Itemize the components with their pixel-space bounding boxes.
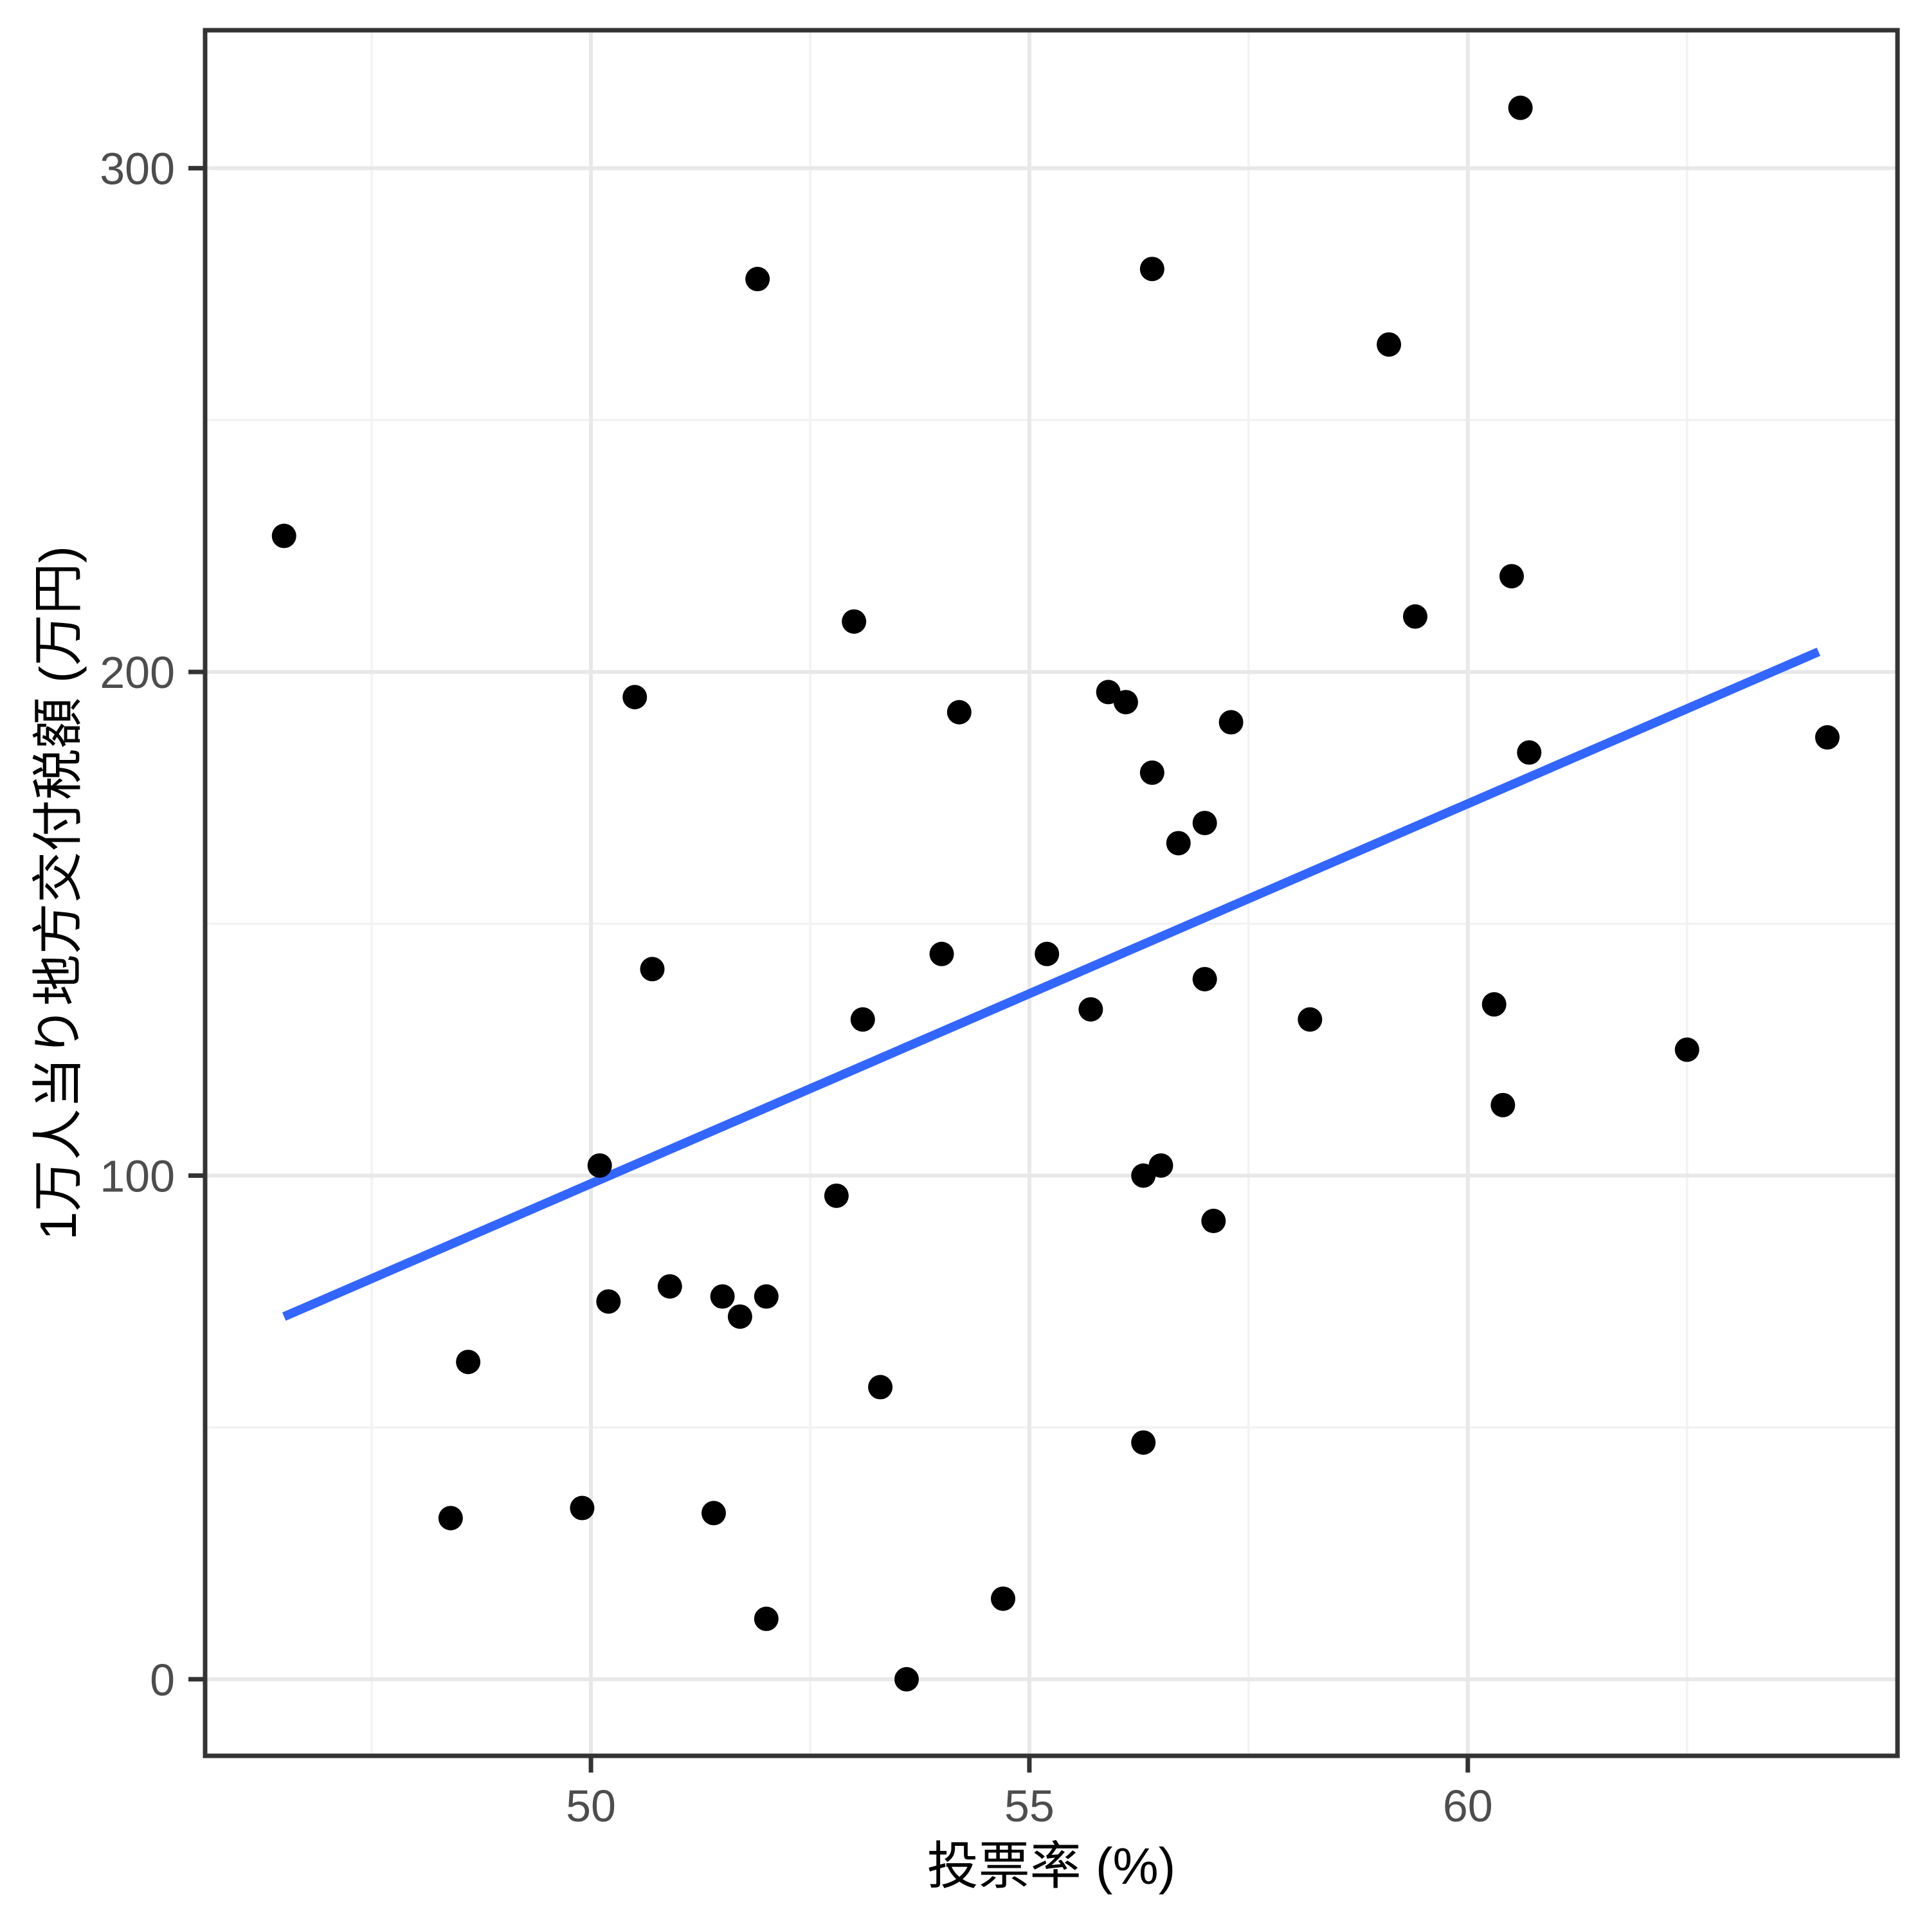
y-axis: 0 100 200 300	[100, 144, 205, 1705]
data-point	[1815, 725, 1840, 750]
data-point	[929, 941, 954, 966]
data-point	[657, 1274, 682, 1299]
y-axis-title: 1万人当り地方交付税額 (万円)	[30, 546, 87, 1240]
data-point	[1402, 604, 1427, 629]
data-point	[1035, 941, 1060, 966]
data-point	[1377, 332, 1402, 357]
data-point	[1139, 760, 1164, 785]
data-point	[745, 267, 770, 292]
data-point	[1218, 710, 1244, 735]
data-point	[1517, 740, 1542, 765]
data-points	[271, 95, 1840, 1692]
x-axis-tick-label: 60	[1443, 1781, 1493, 1831]
minor-gridlines	[205, 30, 1897, 1756]
data-point	[868, 1375, 893, 1400]
x-axis-tick-label: 55	[1004, 1781, 1055, 1831]
data-point	[754, 1284, 779, 1309]
data-point	[1148, 1153, 1173, 1178]
data-point	[271, 523, 296, 548]
data-point	[990, 1586, 1015, 1611]
data-point	[1490, 1092, 1516, 1117]
data-point	[894, 1666, 919, 1692]
panel-border	[203, 28, 1900, 1758]
data-point	[1201, 1209, 1226, 1234]
data-point	[456, 1350, 481, 1375]
major-gridlines	[205, 30, 1897, 1756]
trend-line-group	[282, 647, 1821, 1321]
data-point	[438, 1506, 463, 1531]
data-point	[701, 1501, 726, 1526]
data-point	[850, 1007, 875, 1032]
y-axis-tick-label: 300	[100, 144, 175, 194]
data-point	[1166, 831, 1191, 856]
data-point	[946, 700, 972, 725]
x-axis: 50 55 60	[566, 1756, 1493, 1831]
data-point	[1298, 1007, 1323, 1032]
data-point	[1499, 564, 1524, 589]
y-axis-tick-label: 200	[100, 647, 175, 698]
y-axis-tick-label: 100	[100, 1151, 175, 1201]
data-point	[596, 1289, 621, 1314]
data-point	[710, 1284, 735, 1309]
data-point	[1113, 690, 1138, 715]
x-axis-title: 投票率 (%)	[927, 1837, 1176, 1895]
data-point	[842, 609, 867, 634]
trend-line	[282, 647, 1821, 1321]
data-point	[622, 685, 648, 710]
data-point	[570, 1495, 595, 1521]
data-point	[754, 1606, 779, 1631]
data-point	[1674, 1037, 1699, 1062]
data-point	[1139, 257, 1164, 282]
x-axis-tick-label: 50	[566, 1781, 616, 1831]
data-point	[1131, 1430, 1156, 1455]
data-point	[1192, 811, 1217, 836]
data-point	[1192, 966, 1217, 991]
data-point	[1078, 997, 1103, 1022]
data-point	[824, 1183, 849, 1208]
data-point	[1508, 95, 1533, 120]
data-point	[640, 957, 665, 982]
plot-panel	[205, 30, 1897, 1756]
data-point	[1481, 992, 1507, 1017]
y-axis-tick-label: 0	[150, 1655, 175, 1705]
data-point	[727, 1304, 752, 1329]
data-point	[587, 1153, 612, 1178]
